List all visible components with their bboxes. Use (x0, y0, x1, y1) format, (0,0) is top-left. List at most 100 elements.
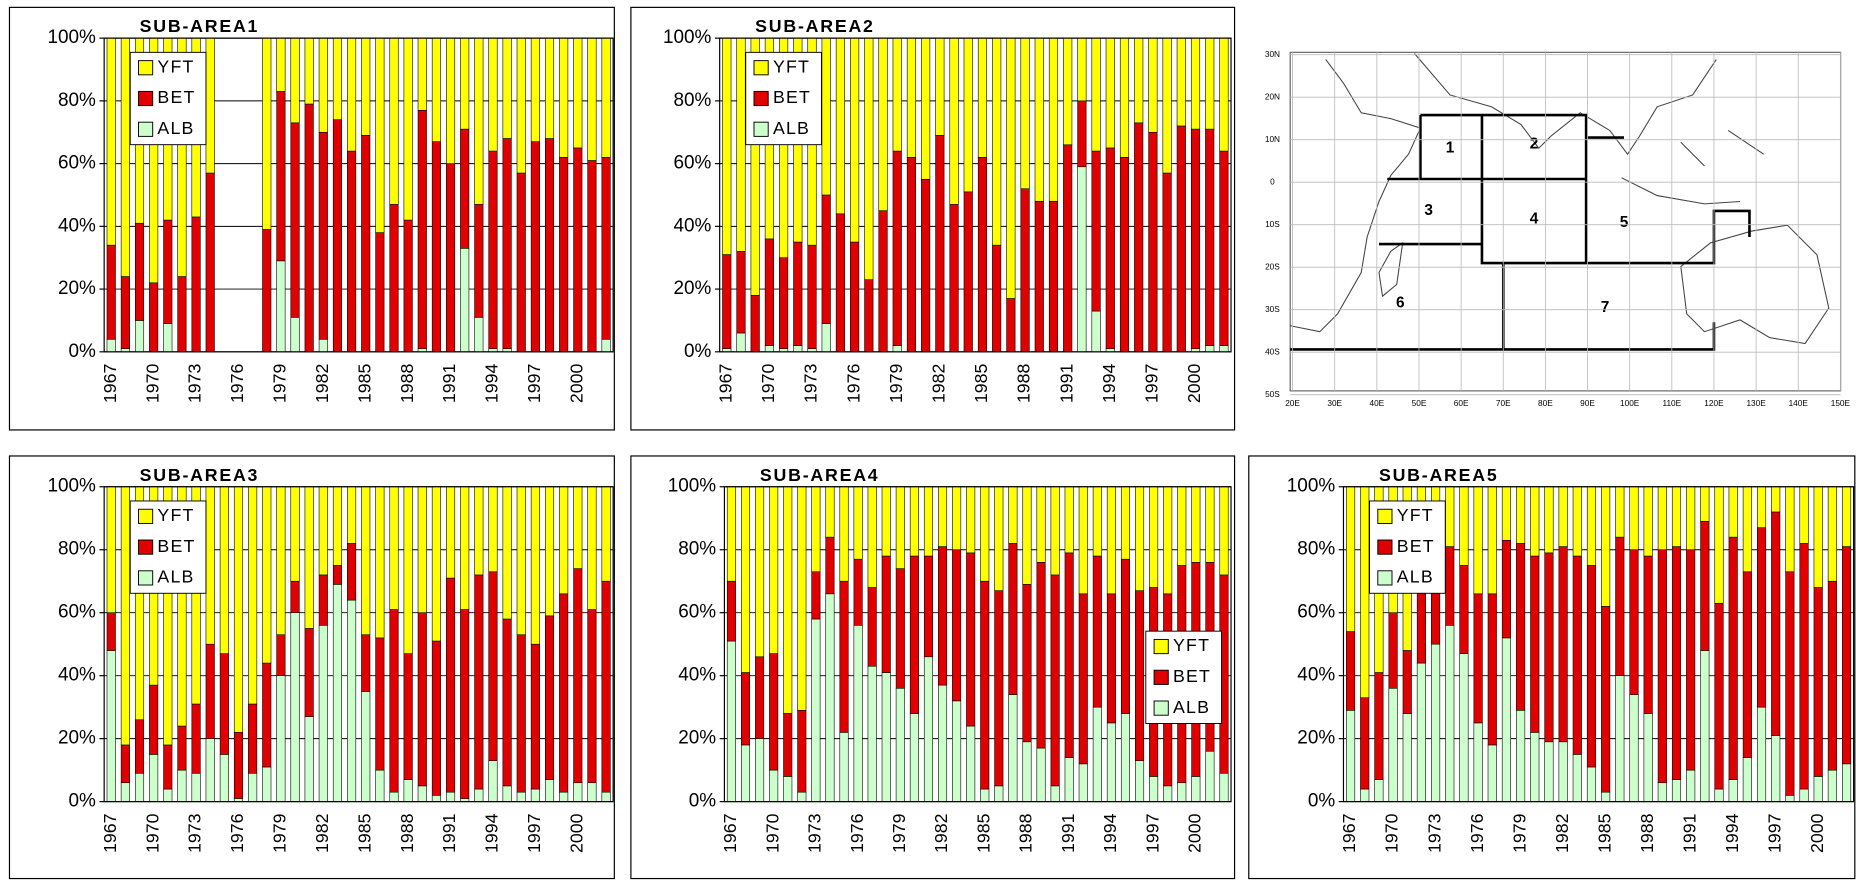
bar-segment (488, 150, 498, 349)
bar-segment (1487, 593, 1497, 746)
lon-label: 110E (1662, 399, 1681, 408)
bar-segment (417, 37, 427, 111)
bar-segment (488, 486, 498, 573)
bar-segment (835, 37, 845, 215)
bar-segment (134, 719, 145, 774)
bar-segment (205, 643, 215, 739)
bar-segment (1064, 757, 1074, 802)
chart-title: SUB-AREA4 (760, 465, 880, 485)
bar-segment (205, 486, 215, 645)
bar-segment (1827, 486, 1837, 582)
bar-segment (474, 788, 484, 802)
bar-segment (149, 754, 159, 802)
lon-label: 120E (1704, 399, 1724, 408)
bar-segment (1742, 757, 1752, 802)
bar-segment (502, 785, 512, 802)
y-tick-label: 20% (678, 728, 716, 749)
x-tick-label: 1976 (227, 364, 247, 404)
bar-segment (1445, 546, 1455, 626)
lat-label: 30S (1265, 305, 1280, 314)
bar-segment (233, 486, 244, 733)
bar-segment (1176, 37, 1186, 127)
bar-segment (783, 486, 793, 714)
bar-segment (120, 276, 130, 349)
bar-segment (290, 612, 300, 802)
bar-segment (1473, 593, 1483, 724)
bar-segment (1177, 782, 1187, 802)
lat-label: 30N (1265, 50, 1280, 59)
x-tick-label: 1967 (100, 364, 120, 403)
legend-label: BET (157, 536, 195, 556)
bar-segment (755, 656, 765, 739)
x-tick-label: 1976 (227, 813, 247, 853)
bar-segment (994, 486, 1004, 591)
bar-segment (1105, 147, 1115, 349)
y-tick-label: 40% (58, 215, 96, 236)
x-tick-label: 2000 (1807, 813, 1827, 853)
bar-segment (923, 555, 933, 658)
bar-segment (1501, 486, 1511, 541)
bar-segment (587, 160, 597, 353)
bar-segment (262, 229, 272, 353)
bar-segment (1162, 172, 1172, 353)
bar-segment (361, 691, 371, 802)
bar-segment (1176, 125, 1186, 353)
bar-segment (290, 37, 300, 124)
bar-segment (1714, 788, 1724, 802)
x-tick-label: 1982 (312, 364, 332, 403)
y-tick-label: 60% (58, 153, 96, 174)
bar-segment (530, 141, 540, 353)
bar-segment (1601, 606, 1611, 793)
bar-segment (163, 744, 173, 790)
x-tick-label: 1991 (1058, 813, 1078, 853)
bar-segment (516, 486, 526, 636)
bar-segment (1756, 486, 1767, 528)
bar-segment (906, 157, 916, 353)
bar-segment (736, 332, 746, 353)
region-label: 5 (1620, 214, 1629, 231)
bar-segment (923, 486, 933, 557)
bar-segment (304, 103, 314, 353)
bar-segment (389, 486, 399, 610)
bar-segment (1008, 694, 1018, 802)
x-tick-label: 1988 (1637, 813, 1657, 853)
bar-segment (1360, 788, 1370, 802)
bar-segment (1091, 37, 1101, 152)
bar-segment (163, 219, 173, 324)
bar-segment (1615, 675, 1625, 802)
bar-segment (867, 486, 877, 588)
x-tick-label: 1991 (439, 813, 459, 853)
bar-segment (516, 37, 526, 174)
bar-segment (417, 109, 427, 349)
bar-segment (431, 141, 441, 353)
bar-segment (1091, 150, 1101, 312)
bar-segment (1813, 776, 1823, 802)
bar-segment (262, 662, 272, 768)
bar-segment (1149, 486, 1159, 588)
bar-segment (1346, 710, 1356, 802)
bar-segment (906, 37, 916, 158)
y-tick-label: 40% (1297, 665, 1335, 686)
bar-segment (177, 276, 187, 353)
bar-segment (318, 574, 328, 626)
bar-segment (895, 568, 905, 689)
bar-segment (821, 323, 831, 353)
y-tick-label: 100% (1287, 476, 1336, 497)
bar-segment (1050, 574, 1060, 787)
legend-swatch (138, 121, 154, 137)
bar-segment (1191, 486, 1201, 563)
bar-segment (1219, 37, 1229, 152)
x-tick-label: 1979 (1509, 813, 1529, 853)
bar-segment (474, 204, 484, 318)
bar-segment (488, 760, 498, 802)
lon-label: 70E (1496, 399, 1511, 408)
y-tick-label: 80% (678, 539, 716, 560)
legend-label: ALB (1397, 567, 1434, 587)
chart-title: SUB-AREA5 (1379, 465, 1499, 485)
legend-swatch (753, 121, 769, 137)
x-tick-label: 1967 (715, 364, 735, 403)
bar-segment (835, 213, 845, 353)
bar-segment (233, 732, 244, 799)
bar-segment (318, 624, 328, 802)
